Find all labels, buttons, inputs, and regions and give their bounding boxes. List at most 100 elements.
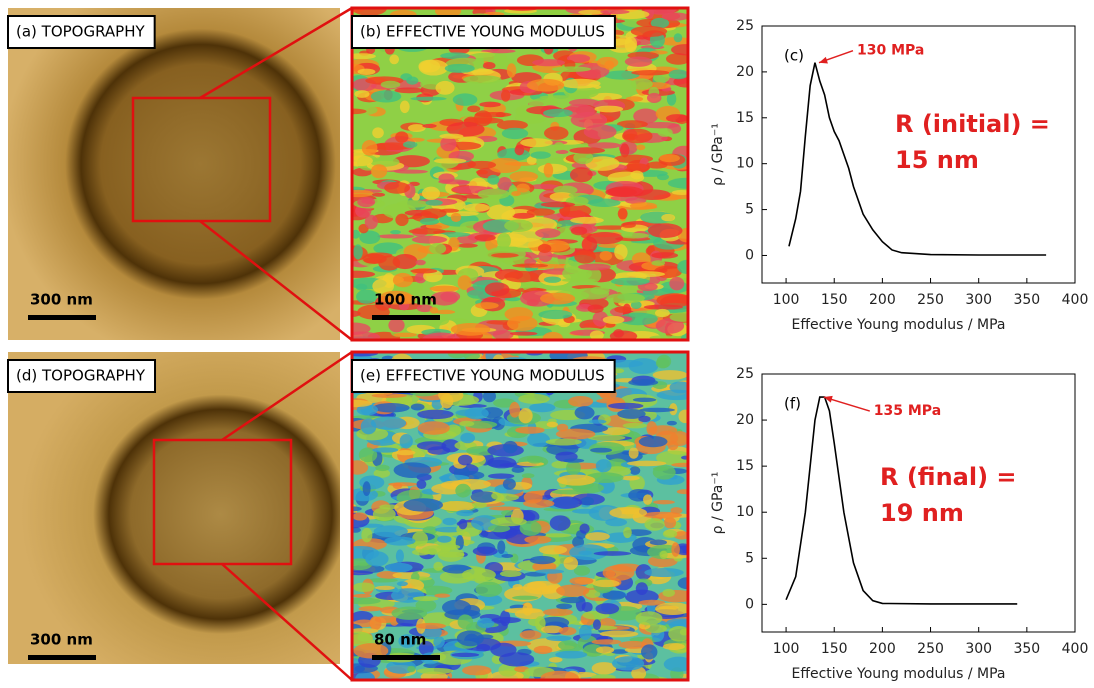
texture xyxy=(520,138,553,147)
texture xyxy=(493,330,514,339)
texture xyxy=(426,200,443,206)
texture xyxy=(487,457,516,469)
texture xyxy=(411,403,425,410)
texture xyxy=(614,244,627,260)
x-tick-label: 150 xyxy=(821,641,848,657)
texture xyxy=(544,126,569,139)
x-tick-label: 350 xyxy=(1013,292,1040,308)
texture xyxy=(338,271,375,278)
texture xyxy=(550,515,571,530)
texture xyxy=(365,551,388,566)
texture xyxy=(464,203,490,211)
texture xyxy=(569,147,605,153)
texture xyxy=(409,228,446,234)
texture xyxy=(503,441,517,453)
texture xyxy=(363,481,371,496)
texture xyxy=(371,164,387,178)
texture xyxy=(410,97,446,101)
texture xyxy=(578,551,592,556)
texture xyxy=(631,78,653,89)
texture xyxy=(372,127,384,138)
texture xyxy=(667,421,677,425)
texture xyxy=(472,502,487,508)
texture xyxy=(422,187,440,200)
texture xyxy=(518,394,550,404)
y-axis-label: ρ / GPa⁻¹ xyxy=(710,472,726,535)
texture xyxy=(579,524,589,534)
x-tick-label: 350 xyxy=(1013,641,1040,657)
texture xyxy=(661,214,675,222)
texture xyxy=(556,603,572,609)
texture xyxy=(648,223,683,238)
texture xyxy=(413,596,439,601)
texture xyxy=(512,584,522,590)
texture xyxy=(358,606,382,611)
texture xyxy=(588,304,604,312)
x-tick-label: 100 xyxy=(773,292,800,308)
texture xyxy=(627,461,666,467)
texture xyxy=(410,269,437,274)
texture xyxy=(593,580,620,587)
texture xyxy=(651,252,678,258)
texture xyxy=(639,436,668,447)
texture xyxy=(372,193,385,197)
texture xyxy=(638,416,650,422)
texture xyxy=(621,222,636,228)
scale-bar xyxy=(372,315,440,320)
texture xyxy=(389,174,404,178)
texture xyxy=(625,36,638,52)
texture xyxy=(504,271,539,283)
texture xyxy=(527,79,564,92)
texture xyxy=(353,594,372,598)
result-note: 15 nm xyxy=(895,146,979,174)
texture xyxy=(497,233,511,249)
texture xyxy=(677,489,692,494)
x-tick-label: 250 xyxy=(917,292,944,308)
texture xyxy=(417,668,454,674)
result-note: R (final) = xyxy=(880,463,1017,491)
y-tick-label: 20 xyxy=(736,412,754,428)
scale-bar-label: 80 nm xyxy=(374,631,426,649)
texture xyxy=(455,484,471,498)
texture xyxy=(512,264,548,268)
texture xyxy=(395,131,408,142)
texture xyxy=(674,33,683,42)
texture xyxy=(491,253,519,258)
texture xyxy=(361,528,372,543)
scale-bar-label: 300 nm xyxy=(30,631,93,649)
texture xyxy=(646,161,667,168)
texture xyxy=(543,109,573,117)
texture xyxy=(608,403,643,409)
texture xyxy=(639,408,675,412)
texture xyxy=(462,568,496,581)
texture xyxy=(371,90,402,102)
texture xyxy=(393,273,413,287)
texture xyxy=(437,536,451,543)
texture xyxy=(568,396,593,407)
texture xyxy=(631,26,667,37)
panel-label: (e) EFFECTIVE YOUNG MODULUS xyxy=(360,367,605,385)
texture xyxy=(490,517,527,526)
texture xyxy=(554,142,565,150)
texture xyxy=(527,208,555,215)
texture xyxy=(655,309,670,317)
texture xyxy=(422,124,436,128)
texture xyxy=(406,77,418,85)
texture xyxy=(419,60,449,76)
texture xyxy=(375,586,395,590)
texture xyxy=(438,179,469,184)
texture xyxy=(384,182,410,194)
texture xyxy=(671,542,680,556)
texture xyxy=(501,510,513,516)
texture xyxy=(570,217,604,224)
texture xyxy=(662,589,675,597)
texture xyxy=(396,450,416,455)
scale-bar xyxy=(28,655,96,660)
texture xyxy=(394,462,432,478)
texture xyxy=(443,518,457,526)
x-axis-label: Effective Young modulus / MPa xyxy=(792,666,1006,682)
texture xyxy=(557,475,596,486)
texture xyxy=(644,518,664,531)
texture xyxy=(391,607,427,620)
texture xyxy=(549,3,566,16)
